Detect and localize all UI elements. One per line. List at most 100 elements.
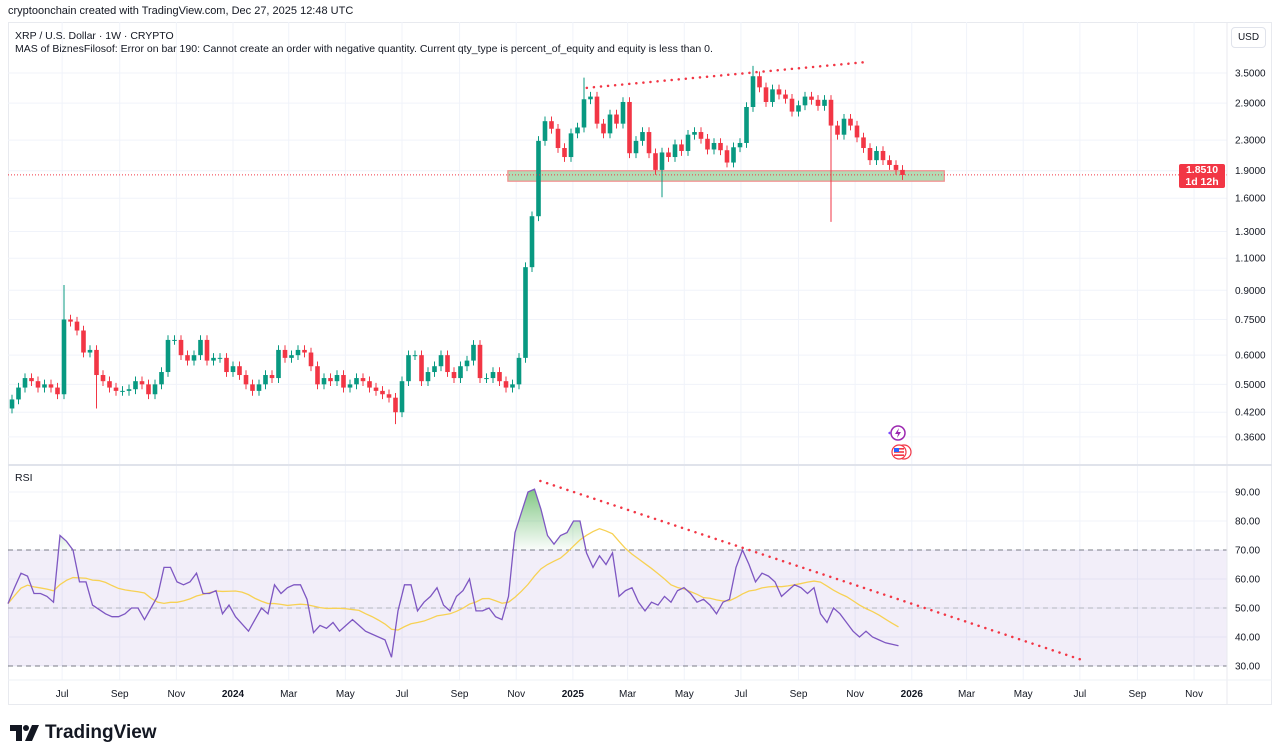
candle-body bbox=[711, 142, 717, 150]
time-tick-label: May bbox=[336, 689, 355, 700]
candle bbox=[861, 132, 866, 153]
price-axis[interactable]: 3.5000 2.9000 2.3000 1.9000 1.6000 1.3000 1.10… bbox=[1235, 69, 1266, 444]
candle bbox=[880, 146, 886, 166]
candle-body bbox=[321, 378, 327, 385]
candle-body bbox=[126, 389, 132, 391]
candle bbox=[243, 370, 249, 390]
candle-body bbox=[412, 355, 418, 357]
candle bbox=[386, 389, 392, 403]
rsi-pane-label: RSI bbox=[15, 472, 33, 484]
candle bbox=[692, 127, 697, 140]
candle bbox=[893, 160, 899, 175]
candle bbox=[646, 127, 652, 159]
rsi-axis[interactable]: 90.00 80.00 70.00 60.00 50.00 40.00 30.00 bbox=[1235, 488, 1260, 673]
candle-body bbox=[406, 355, 411, 382]
candle bbox=[256, 379, 262, 396]
candle-body bbox=[432, 366, 437, 373]
candle bbox=[100, 370, 106, 387]
candle-body bbox=[386, 394, 392, 398]
candle-body bbox=[107, 381, 112, 388]
time-axis[interactable]: Jul Sep Nov 2024 Mar May Jul Sep Nov 2025 Mar May Ju… bbox=[56, 689, 1203, 700]
candle-body bbox=[269, 375, 275, 379]
candle-body bbox=[562, 148, 567, 158]
candle bbox=[133, 376, 138, 395]
candle bbox=[191, 350, 197, 366]
candle-body bbox=[705, 138, 710, 150]
candle-body bbox=[867, 148, 873, 161]
candle bbox=[783, 89, 788, 104]
candle-body bbox=[607, 114, 613, 134]
candle-body bbox=[22, 378, 28, 388]
price-tick-label: 1.3000 bbox=[1235, 227, 1266, 238]
symbol-legend[interactable]: XRP / U.S. Dollar · 1W · CRYPTO bbox=[15, 30, 174, 42]
candle-body bbox=[477, 344, 483, 379]
candle-body bbox=[113, 387, 119, 391]
candle-body bbox=[880, 150, 886, 161]
candle-body bbox=[822, 99, 827, 106]
time-tick-label: 2025 bbox=[562, 689, 585, 700]
rsi-tick-label: 90.00 bbox=[1235, 488, 1260, 499]
us-flag-icon[interactable] bbox=[891, 444, 912, 460]
candle bbox=[562, 143, 567, 162]
candle-body bbox=[133, 381, 138, 390]
candle bbox=[224, 353, 229, 377]
candle-body bbox=[555, 128, 561, 149]
candle-body bbox=[776, 89, 782, 95]
candle bbox=[445, 350, 450, 377]
candle-body bbox=[763, 87, 769, 102]
lightning-icon[interactable] bbox=[888, 425, 906, 441]
candle-body bbox=[16, 387, 21, 400]
price-tick-label: 0.7500 bbox=[1235, 315, 1266, 326]
currency-button[interactable]: USD bbox=[1231, 27, 1266, 48]
rsi-trendline bbox=[539, 479, 1084, 662]
candle-body bbox=[653, 153, 658, 170]
rsi-tick-label: 40.00 bbox=[1235, 633, 1260, 644]
candle-body bbox=[718, 142, 723, 151]
candle-body bbox=[380, 390, 385, 395]
candle bbox=[815, 95, 821, 111]
candle bbox=[347, 379, 353, 393]
tradingview-logo[interactable]: TradingView bbox=[10, 722, 157, 744]
candle-body bbox=[802, 96, 808, 106]
candle bbox=[289, 350, 294, 363]
candle bbox=[237, 361, 242, 380]
candle-body bbox=[490, 372, 496, 379]
candle bbox=[432, 361, 437, 377]
candle bbox=[614, 109, 619, 129]
time-tick-label: Sep bbox=[790, 689, 808, 700]
candle bbox=[679, 139, 684, 156]
candle-body bbox=[666, 152, 671, 158]
candle bbox=[120, 386, 125, 396]
candle bbox=[484, 373, 489, 383]
candle bbox=[204, 335, 210, 366]
price-tick-label: 2.3000 bbox=[1235, 136, 1266, 147]
price-tick-label: 1.9000 bbox=[1235, 166, 1266, 177]
candle-body bbox=[737, 142, 743, 148]
candle bbox=[367, 376, 372, 393]
candle bbox=[126, 384, 132, 396]
candle bbox=[510, 379, 515, 393]
candle-body bbox=[503, 381, 509, 388]
candle-body bbox=[796, 105, 801, 112]
candle bbox=[601, 118, 606, 139]
candle-body bbox=[458, 366, 463, 379]
candle-body bbox=[120, 390, 125, 392]
candle-body bbox=[692, 132, 697, 135]
candle bbox=[165, 335, 171, 377]
candle bbox=[763, 82, 769, 107]
rsi-tick-label: 70.00 bbox=[1235, 546, 1260, 557]
rsi-band-fill bbox=[8, 550, 1227, 666]
candle bbox=[185, 350, 190, 366]
candle-body bbox=[731, 147, 736, 163]
candle-body bbox=[289, 355, 294, 358]
candle bbox=[835, 120, 840, 140]
rsi-tick-label: 60.00 bbox=[1235, 575, 1260, 586]
time-tick-label: Nov bbox=[167, 689, 185, 700]
candle bbox=[230, 361, 236, 377]
candle-body bbox=[828, 99, 834, 126]
price-tick-label: 0.3600 bbox=[1235, 432, 1266, 443]
candle-body bbox=[282, 349, 288, 358]
candle bbox=[620, 97, 626, 129]
candle bbox=[848, 113, 853, 131]
